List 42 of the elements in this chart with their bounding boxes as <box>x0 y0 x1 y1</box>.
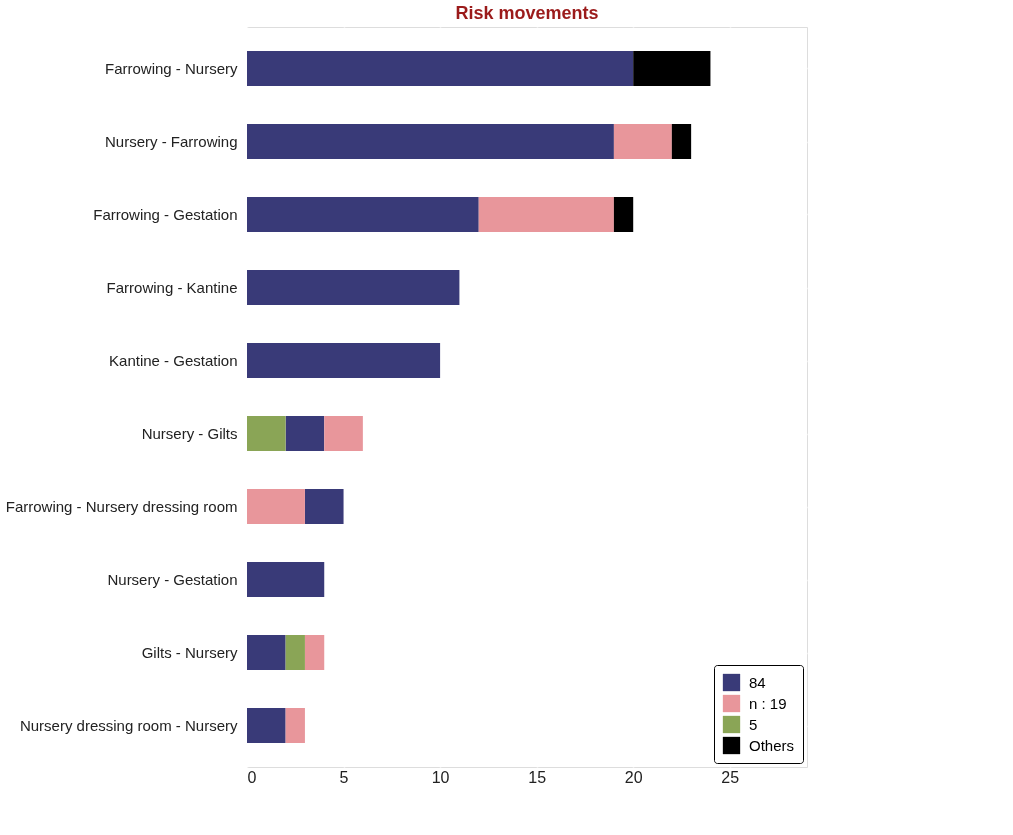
legend-label: n : 19 <box>749 694 787 712</box>
bar <box>247 51 634 86</box>
bar <box>247 343 441 378</box>
bar <box>304 489 344 524</box>
bar <box>247 124 614 159</box>
bar <box>247 270 460 305</box>
y-tick-label: Farrowing - Nursery <box>104 60 238 77</box>
bar <box>671 124 692 159</box>
y-tick-label: Nursery - Gilts <box>141 425 238 442</box>
legend-label: 5 <box>749 715 758 733</box>
x-tick-label: 10 <box>431 768 450 786</box>
chart-title: Risk movements <box>455 3 599 23</box>
x-tick-label: 15 <box>528 768 547 786</box>
y-tick-label: Nursery - Gestation <box>107 571 238 588</box>
bar <box>304 635 325 670</box>
y-tick-label: Gilts - Nursery <box>141 644 238 661</box>
y-tick-label: Kantine - Gestation <box>109 352 238 369</box>
bar <box>247 197 479 232</box>
y-tick-label: Farrowing - Nursery dressing room <box>5 498 238 515</box>
bar <box>285 708 305 743</box>
x-tick-label: 20 <box>624 768 643 786</box>
bar <box>613 197 634 232</box>
bar <box>247 416 286 451</box>
bar <box>285 416 325 451</box>
bar <box>247 562 325 597</box>
bar <box>285 635 305 670</box>
legend-label: 84 <box>749 673 766 691</box>
y-tick-label: Nursery dressing room - Nursery <box>19 717 238 734</box>
x-tick-label: 0 <box>247 768 257 786</box>
x-tick-label: 5 <box>339 768 349 786</box>
bar <box>247 708 286 743</box>
y-tick-label: Nursery - Farrowing <box>104 133 238 150</box>
bar <box>324 416 363 451</box>
x-tick-label: 25 <box>721 768 740 786</box>
bar <box>633 51 711 86</box>
y-tick-label: Farrowing - Kantine <box>106 279 238 296</box>
bar <box>247 489 305 524</box>
y-tick-label: Farrowing - Gestation <box>93 206 238 223</box>
legend-label: Others <box>749 736 795 754</box>
bar <box>478 197 614 232</box>
bar <box>247 635 286 670</box>
bar <box>613 124 672 159</box>
